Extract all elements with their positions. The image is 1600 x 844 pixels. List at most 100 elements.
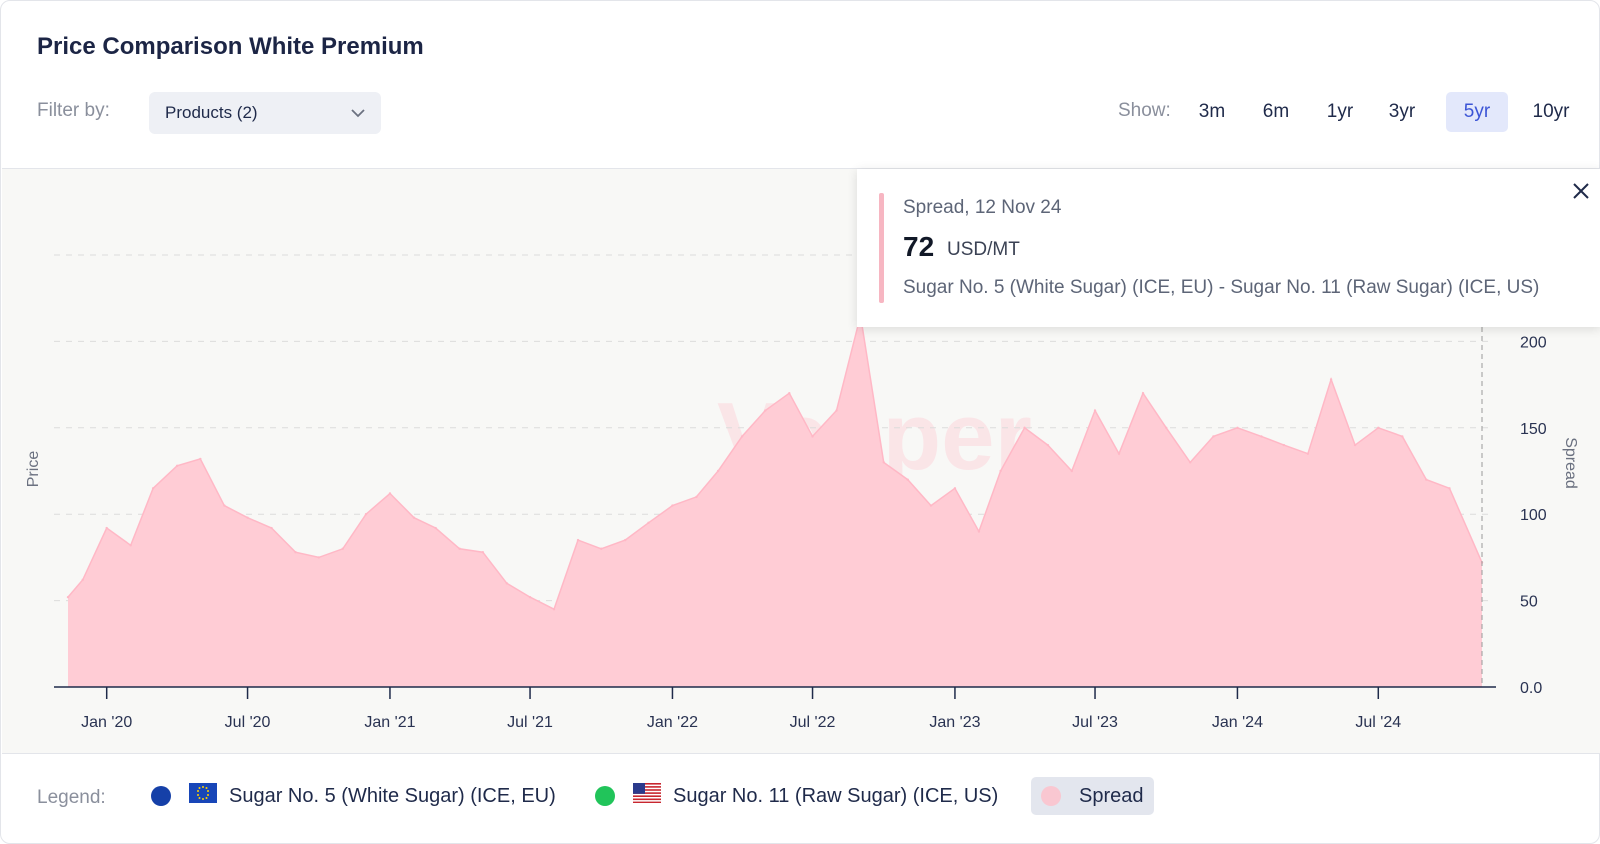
legend-item-spread[interactable]: Spread	[1031, 777, 1154, 815]
y-axis-title-right: Spread	[1562, 437, 1579, 489]
spread-data-point	[434, 526, 437, 530]
spread-data-point	[1260, 435, 1263, 438]
series-dot-icon	[1041, 786, 1061, 806]
spread-data-point	[317, 556, 320, 559]
x-tick-label: Jan '24	[1212, 714, 1263, 731]
spread-data-point	[882, 461, 885, 464]
spread-data-point	[1282, 443, 1286, 447]
show-label: Show:	[1118, 100, 1171, 121]
spread-data-point	[1141, 392, 1145, 395]
spread-data-point	[1448, 487, 1451, 490]
spread-data-point	[528, 595, 532, 599]
spread-data-point	[1306, 452, 1310, 455]
products-dropdown[interactable]: Products (2)	[149, 92, 381, 134]
spread-data-point	[81, 578, 84, 582]
filter-label: Filter by:	[37, 100, 110, 121]
spread-data-point	[1165, 426, 1168, 429]
spread-data-point	[1189, 461, 1192, 464]
legend-item-label: Sugar No. 5 (White Sugar) (ICE, EU)	[229, 784, 556, 807]
spread-data-point	[294, 551, 297, 554]
spread-data-point	[505, 582, 509, 585]
spread-data-point	[671, 504, 674, 507]
spread-data-point	[199, 457, 202, 461]
legend-item-white-sugar[interactable]: Sugar No. 5 (White Sugar) (ICE, EU)	[151, 777, 556, 815]
y-axis-title-left: Price	[25, 451, 42, 488]
spread-data-point	[552, 608, 556, 611]
spread-data-point	[1070, 469, 1074, 473]
legend-label: Legend:	[37, 787, 106, 808]
range-5yr-button[interactable]: 5yr	[1446, 92, 1508, 132]
range-10yr-button[interactable]: 10yr	[1532, 101, 1570, 122]
spread-area	[68, 315, 1482, 687]
spread-data-point	[1353, 443, 1357, 447]
tooltip-value: 72	[903, 231, 935, 262]
spread-data-point	[624, 538, 627, 542]
y-tick-label: 100	[1520, 507, 1547, 524]
y-tick-label: 200	[1520, 334, 1547, 351]
spread-data-point	[175, 464, 179, 468]
spread-data-point	[600, 547, 603, 550]
spread-data-point	[1117, 452, 1121, 455]
spread-data-point	[1023, 426, 1026, 429]
spread-data-point	[151, 487, 155, 490]
spread-data-point	[481, 551, 485, 554]
spread-data-point	[129, 544, 132, 547]
spread-data-point	[270, 526, 273, 530]
spread-data-point	[388, 492, 392, 495]
spread-data-point	[1236, 426, 1239, 429]
eu-flag-icon	[189, 783, 217, 809]
range-1yr-button[interactable]: 1yr	[1326, 101, 1354, 122]
chart-tooltip: Spread, 12 Nov 24 72 USD/MT Sugar No. 5 …	[857, 169, 1600, 327]
range-3yr-button[interactable]: 3yr	[1388, 101, 1416, 122]
spread-data-point	[1329, 378, 1333, 381]
spread-data-point	[364, 513, 368, 516]
legend-item-label: Spread	[1079, 784, 1144, 807]
spread-data-point	[246, 516, 249, 519]
x-tick-label: Jul '23	[1072, 714, 1118, 731]
spread-data-point	[576, 538, 580, 542]
spread-data-point	[811, 435, 814, 438]
tooltip-color-bar	[879, 193, 884, 303]
series-dot-icon	[595, 786, 615, 806]
x-tick-label: Jul '20	[225, 714, 271, 731]
spread-data-point	[1046, 443, 1050, 447]
spread-data-point	[1425, 478, 1428, 481]
x-tick-label: Jan '21	[364, 714, 415, 731]
legend-item-raw-sugar[interactable]: Sugar No. 11 (Raw Sugar) (ICE, US)	[595, 777, 998, 815]
spread-data-point	[66, 595, 70, 599]
x-tick-label: Jan '22	[647, 714, 698, 731]
dropdown-value: Products (2)	[165, 103, 258, 122]
spread-data-point	[999, 469, 1002, 473]
spread-data-point	[929, 504, 933, 507]
x-tick-label: Jul '22	[790, 714, 836, 731]
series-dot-icon	[151, 786, 171, 806]
tooltip-heading: Spread, 12 Nov 24	[903, 197, 1062, 218]
tooltip-description: Sugar No. 5 (White Sugar) (ICE, EU) - Su…	[903, 277, 1540, 298]
spread-data-point	[647, 521, 650, 525]
range-6m-button[interactable]: 6m	[1262, 101, 1290, 122]
legend-item-label: Sugar No. 11 (Raw Sugar) (ICE, US)	[673, 784, 999, 807]
spread-data-point	[1093, 409, 1097, 412]
spread-data-point	[977, 530, 981, 533]
range-3m-button[interactable]: 3m	[1198, 101, 1226, 122]
tooltip-unit: USD/MT	[947, 239, 1020, 260]
us-flag-icon	[633, 783, 661, 809]
spread-data-point	[835, 409, 838, 412]
spread-data-point	[341, 547, 344, 550]
x-tick-label: Jan '23	[929, 714, 980, 731]
y-tick-label: 0.0	[1520, 680, 1542, 697]
spread-data-point	[458, 547, 461, 550]
spread-data-point	[223, 504, 226, 507]
y-tick-label: 50	[1520, 594, 1538, 611]
spread-data-point	[906, 478, 909, 481]
page-title: Price Comparison White Premium	[37, 33, 424, 60]
spread-data-point	[105, 526, 108, 530]
x-tick-label: Jan '20	[81, 714, 132, 731]
spread-data-point	[716, 469, 720, 473]
spread-data-point	[412, 516, 416, 519]
spread-data-point	[1377, 426, 1380, 429]
close-icon[interactable]	[1569, 179, 1593, 203]
